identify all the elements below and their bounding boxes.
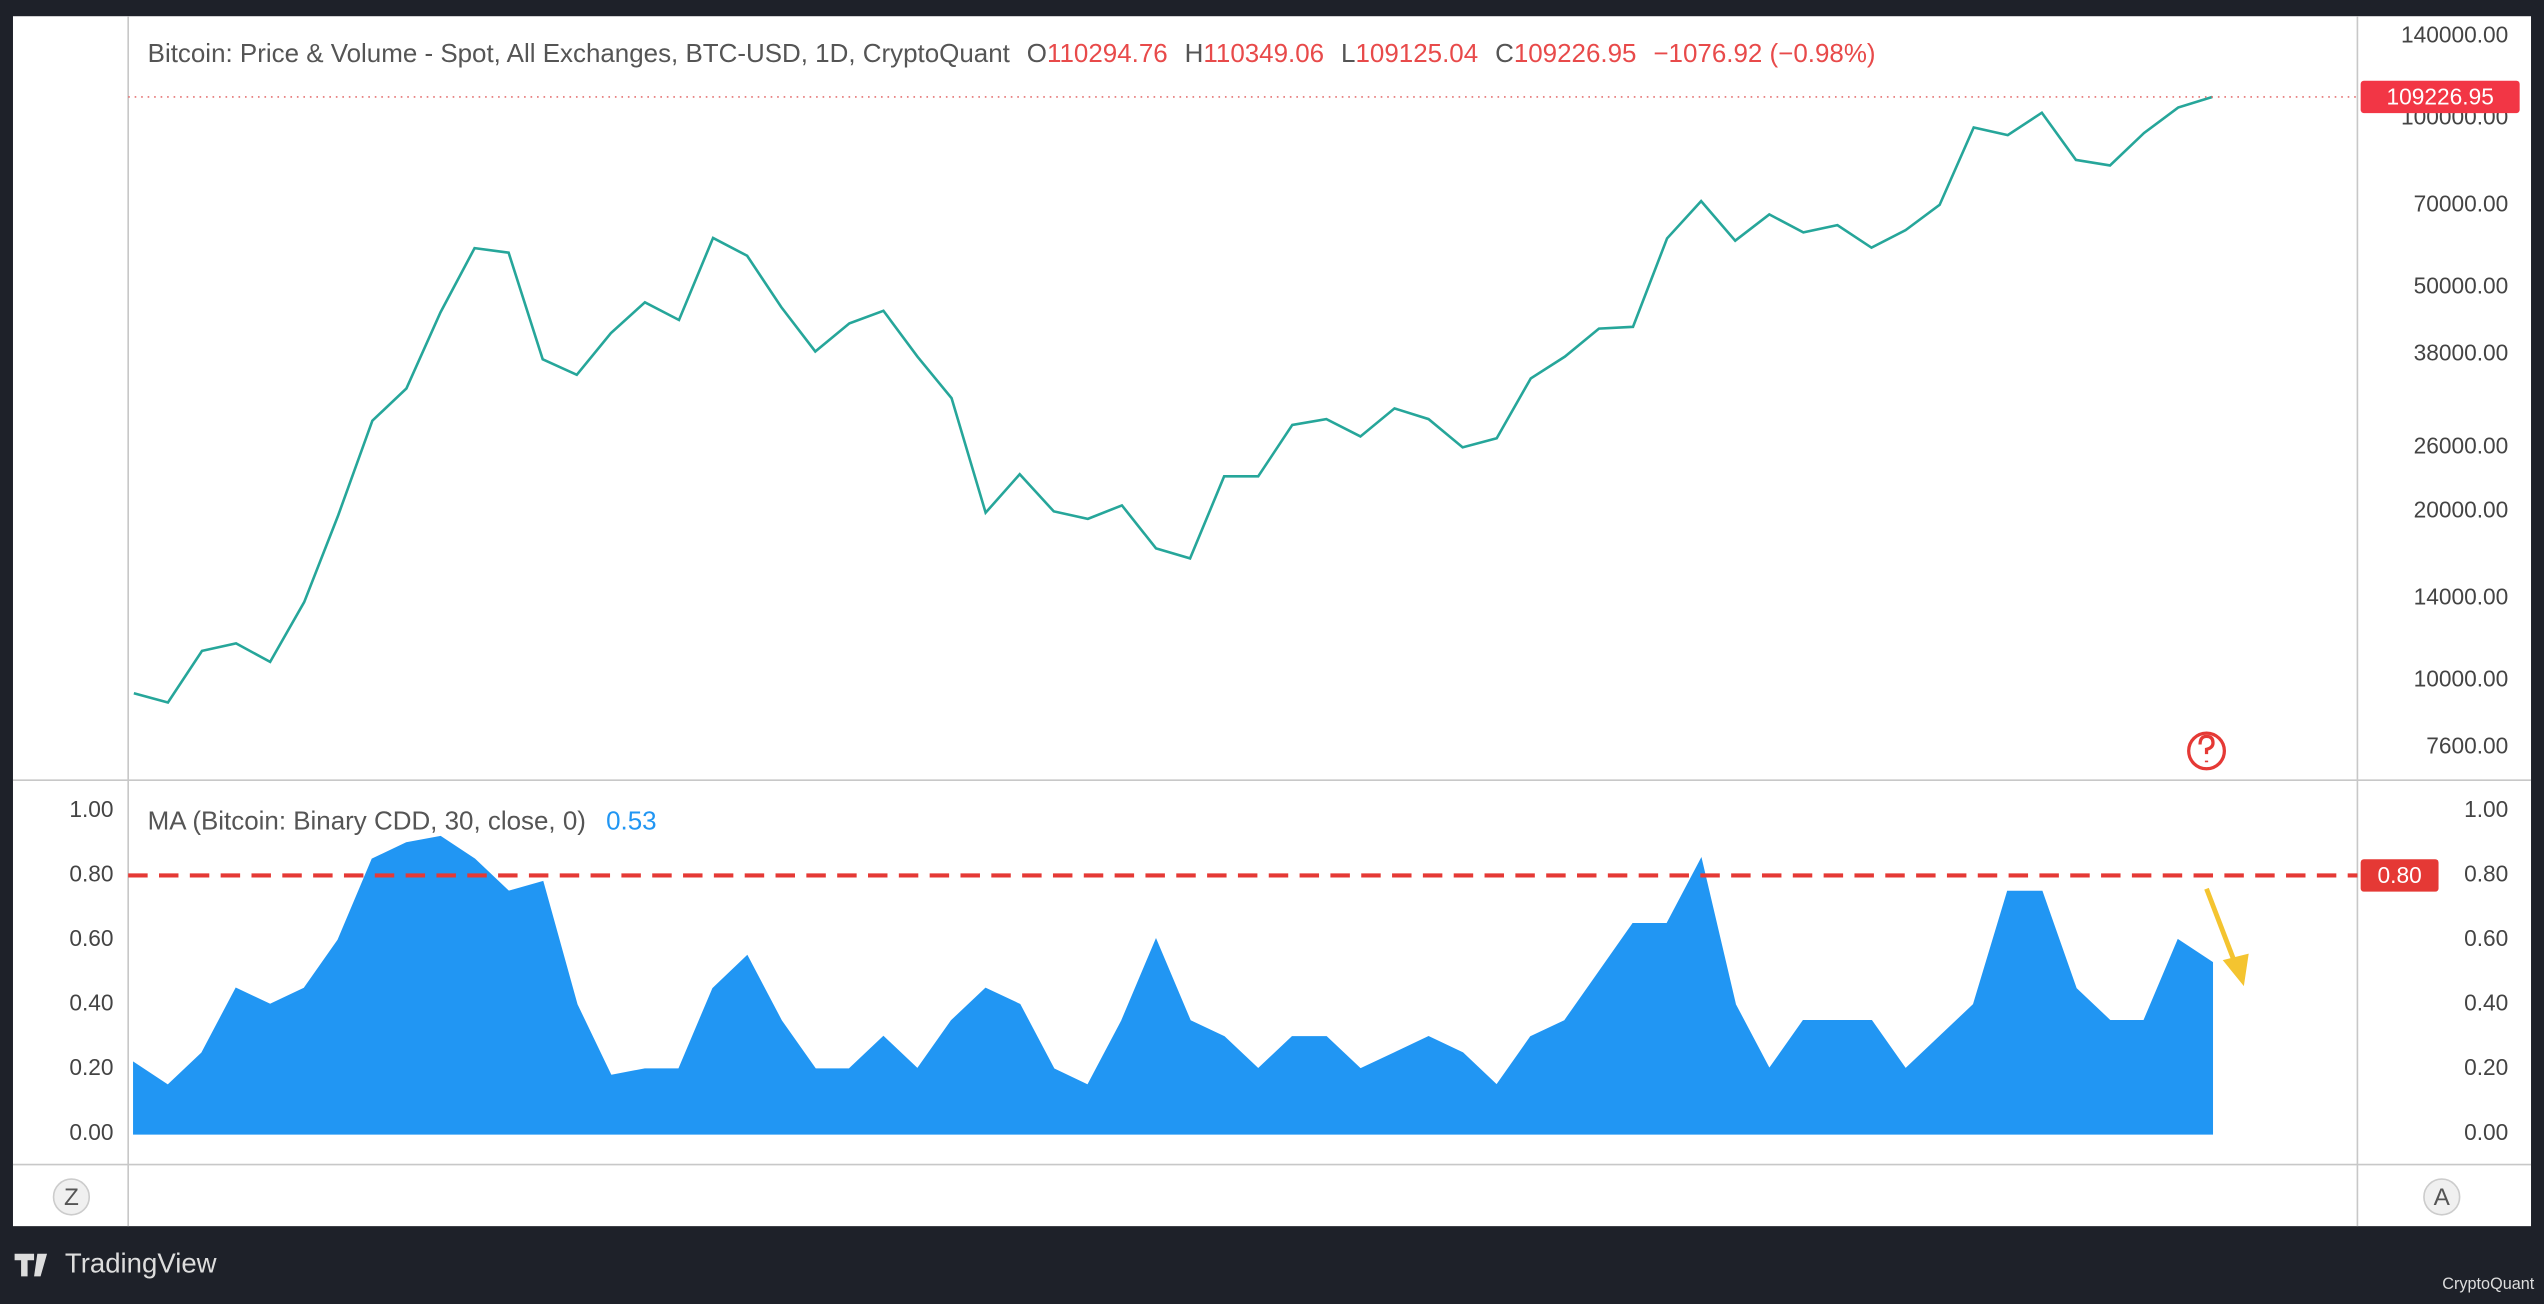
- z-button-label[interactable]: Z: [64, 1184, 79, 1211]
- help-icon[interactable]: [2187, 731, 2226, 771]
- ohlc-value: 109226.95: [1514, 40, 1637, 68]
- marks: [128, 95, 2358, 1135]
- ma-last-value: 0.53: [606, 807, 656, 835]
- help-circle[interactable]: [2187, 731, 2226, 771]
- y-tick-label: 26000.00: [2414, 432, 2509, 458]
- last-price-label: 109226.95: [2386, 84, 2493, 110]
- price-title: Bitcoin: Price & Volume - Spot, All Exch…: [148, 40, 1011, 68]
- y-tick-label: 7600.00: [2426, 733, 2508, 759]
- ma-title: MA (Bitcoin: Binary CDD, 30, close, 0): [148, 807, 586, 835]
- ohlc-value: 109125.04: [1356, 40, 1479, 68]
- y-tick-label: 70000.00: [2414, 191, 2509, 217]
- ohlc-label: H: [1185, 40, 1204, 68]
- watermark: CryptoQuant: [2442, 1275, 2534, 1293]
- ma-area: [133, 835, 2214, 1135]
- y-tick-label: 14000.00: [2414, 584, 2509, 610]
- y-tick-label: 0.60: [2464, 925, 2508, 951]
- ohlc-label: O: [1027, 40, 1047, 68]
- brand-logo: [14, 1253, 48, 1277]
- price-line: [133, 95, 2213, 704]
- ma-legend: MA (Bitcoin: Binary CDD, 30, close, 0) 0…: [148, 807, 657, 835]
- brand-name: TradingView: [65, 1247, 217, 1278]
- y-tick-label: 0.00: [2464, 1119, 2508, 1145]
- y-tick-label-left: 0.40: [69, 990, 113, 1016]
- last-price-box: [2360, 80, 2520, 114]
- y-tick-label-left: 0.20: [69, 1054, 113, 1080]
- y-tick-label: 0.80: [2464, 860, 2508, 886]
- y-tick-label: 50000.00: [2414, 273, 2509, 299]
- arrow-shaft: [2204, 887, 2239, 966]
- ohlc-label: C: [1495, 40, 1514, 68]
- ohlc-label: L: [1341, 40, 1355, 68]
- labels: 7600.00 10000.00 14000.00 20000.00 26000.00 3…: [69, 21, 2520, 1145]
- a-button[interactable]: A: [2423, 1178, 2461, 1216]
- y-tick-label: 1.00: [2464, 796, 2508, 822]
- ohlc-value: 110294.76: [1047, 40, 1168, 68]
- trend-arrow: [2204, 887, 2249, 987]
- threshold-box: [2360, 859, 2439, 892]
- a-button-label[interactable]: A: [2434, 1184, 2451, 1211]
- ohlc-value: 110349.06: [1203, 40, 1324, 68]
- a-button-circle[interactable]: [2423, 1178, 2461, 1216]
- threshold-label: 0.80: [2378, 862, 2422, 888]
- y-tick-label: 38000.00: [2414, 340, 2509, 366]
- arrow-head: [2222, 953, 2249, 987]
- price-legend: Bitcoin: Price & Volume - Spot, All Exch…: [148, 40, 1876, 68]
- y-tick-label-left: 0.60: [69, 925, 113, 951]
- y-tick-label: 0.20: [2464, 1054, 2508, 1080]
- y-tick-label: 10000.00: [2414, 666, 2509, 692]
- price-change: −1076.92 (−0.98%): [1653, 40, 1875, 68]
- y-tick-label-left: 0.80: [69, 860, 113, 886]
- y-tick-label-left: 1.00: [69, 796, 113, 822]
- y-tick-label: 0.40: [2464, 990, 2508, 1016]
- y-tick-label: 140000.00: [2401, 21, 2508, 47]
- y-tick-label: 20000.00: [2414, 496, 2509, 522]
- z-button[interactable]: Z: [52, 1178, 91, 1216]
- help-glyph[interactable]: [2198, 734, 2215, 763]
- z-button-circle[interactable]: [52, 1178, 91, 1216]
- y-tick-label-left: 0.00: [69, 1119, 113, 1145]
